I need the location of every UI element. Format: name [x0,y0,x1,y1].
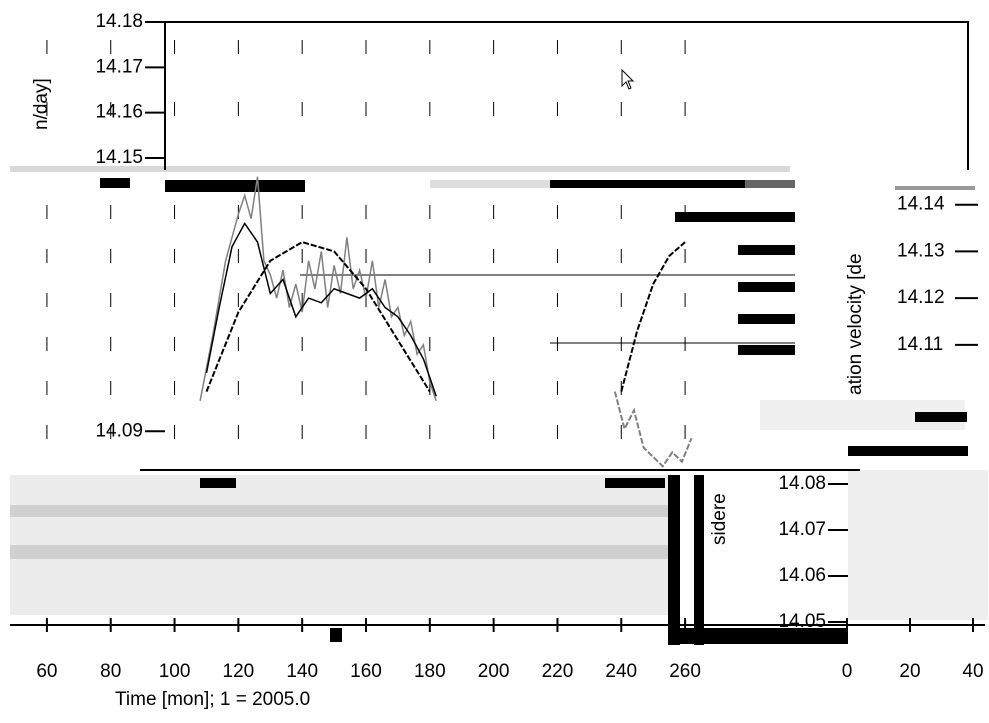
y-tick-label: 14.07 [778,519,826,540]
glitch-block [675,212,795,222]
x-tick-label: 260 [669,661,701,682]
x-tick-label: 220 [542,661,574,682]
glitch-block [330,628,342,642]
glitch-block [550,180,745,188]
glitch-block [165,180,305,192]
data-line [620,241,686,392]
x-tick-label: 200 [478,661,510,682]
data-line [199,176,437,402]
mouse-cursor [621,68,635,90]
y-tick-label: 14.18 [95,11,143,32]
y-tick-label: 14.14 [897,194,945,215]
y-tick-label: 14.05 [778,611,826,632]
x-tick-label: 240 [605,661,637,682]
glitch-block [738,345,795,355]
x-tick-label: 60 [36,661,57,682]
glitch-block [738,314,795,324]
glitch-band [10,505,670,517]
x-tick-label: 160 [350,661,382,682]
data-line [205,221,437,397]
y-axis-title: n/day] [31,78,52,130]
y-axis-title: ation velocity [de [845,253,866,395]
glitch-band [10,545,670,559]
data-line [205,241,431,393]
glitch-block [745,180,795,188]
glitch-block [738,245,795,255]
glitch-block [668,628,848,644]
y-tick-label: 14.15 [95,147,143,168]
y-tick-label: 14.11 [897,334,943,355]
x-tick-label: 20 [899,661,920,682]
y-tick-label: 14.16 [95,102,143,123]
y-tick-label: 14.08 [778,473,826,494]
glitch-block [605,478,665,488]
glitch-band [10,166,790,172]
y-tick-label: 14.12 [897,287,945,308]
y-tick-label: 14.09 [95,420,143,441]
x-tick-label: 180 [414,661,446,682]
top-panel-frame [164,21,969,170]
y-tick-label: 14.13 [897,240,945,261]
y-axis-title: sidere [709,493,730,545]
x-tick-label: 80 [100,661,121,682]
x-tick-label: 0 [842,661,853,682]
x-axis-title: Time [mon]; 1 = 2005.0 [115,689,310,710]
glitch-block [430,180,550,188]
glitch-block [915,412,967,422]
y-tick-label: 14.06 [778,565,826,586]
data-line [613,391,693,468]
glitch-region [848,470,988,620]
glitch-block [100,178,130,188]
x-tick-label: 120 [223,661,255,682]
x-tick-label: 40 [962,661,983,682]
glitch-block [848,446,968,456]
glitch-block [680,475,694,645]
glitch-block [200,478,236,488]
glitch-block [738,282,795,292]
x-tick-label: 140 [286,661,318,682]
x-tick-label: 100 [159,661,191,682]
y-tick-label: 14.17 [95,56,143,77]
